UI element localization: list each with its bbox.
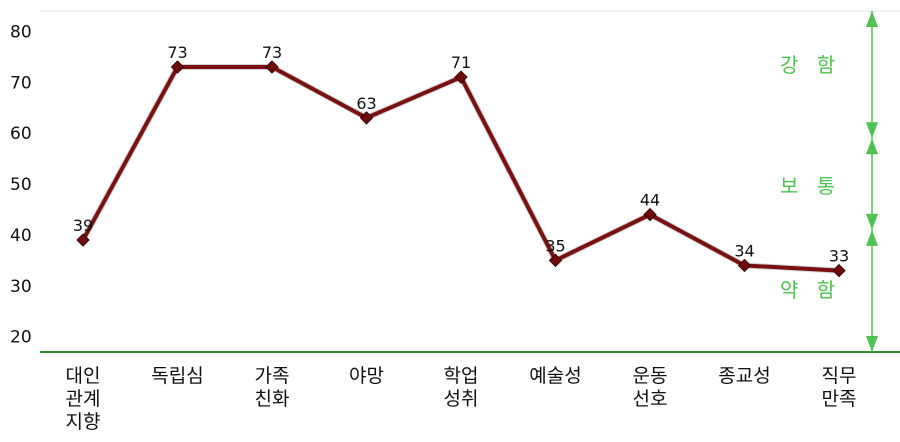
x-tick-label-line: 예술성 [529,365,581,387]
series-line-shadow [80,63,840,274]
x-tick-label-line: 친화 [255,388,290,410]
data-point-marker [359,111,374,125]
x-tick-label-line: 직무 [822,365,857,387]
data-point-marker [832,263,846,278]
data-label: 73 [167,43,187,62]
x-tick-label-line: 독립심 [151,365,203,387]
x-tick-label-line: 종교성 [718,365,770,387]
data-label: 34 [734,241,754,260]
y-tick-label: 30 [10,277,32,297]
x-tick-label: 대인 관계 지향 [66,365,101,433]
x-tick-label: 예술성 [529,365,581,387]
data-labels: 39 73 73 63 71 35 44 34 33 [73,43,849,266]
zone-arrow-head-up [866,138,878,155]
data-label: 44 [640,191,660,210]
data-label: 35 [545,236,565,255]
y-tick-label: 50 [10,175,32,195]
zone-label: 약 함 [780,278,841,302]
x-tick-label-line: 학업 [444,365,479,387]
zone-label: 강 함 [780,53,841,77]
x-tick-label: 운동 선호 [633,365,668,410]
data-label: 39 [73,216,93,235]
data-points [76,60,846,278]
x-tick-label: 독립심 [151,365,203,387]
data-label: 63 [356,94,376,113]
data-point-marker [454,70,468,84]
x-tick-label: 종교성 [718,365,770,387]
zone-arrow-head-down [866,213,878,230]
y-tick-label: 80 [10,22,32,42]
x-tick-label-line: 성취 [444,388,479,410]
x-tick-label-line: 관계 [66,388,101,410]
x-tick-label: 야망 [349,365,384,387]
series-line [80,63,840,274]
data-point-marker [170,60,185,74]
data-label: 71 [451,53,471,72]
x-tick-label-line: 지향 [66,411,101,433]
data-point-marker [265,60,279,74]
data-label: 33 [829,247,849,266]
zone-arrow-head-up [866,11,878,27]
x-tick-label-line: 선호 [633,388,668,410]
series-line-path [81,64,840,273]
y-tick-label: 60 [10,124,32,144]
zone-label: 보 통 [780,174,841,198]
y-tick-label: 20 [10,328,32,348]
zone-arrow-head-down [866,336,878,352]
x-tick-label: 학업 성취 [444,365,479,410]
x-tick-label-line: 만족 [822,388,857,410]
x-tick-label: 가족 친화 [255,365,290,410]
y-axis-ticks: 20 30 40 50 60 70 80 [10,22,32,347]
zone-arrow-head-up [866,229,878,246]
zone-arrow-head-down [866,122,878,139]
x-tick-label-line: 대인 [66,365,101,387]
zone-indicators: 강 함보 통약 함 [780,11,878,352]
x-tick-label-line: 가족 [255,365,290,387]
data-point-marker [643,207,657,222]
x-tick-label-line: 야망 [349,365,384,387]
data-label: 73 [262,43,282,62]
data-point-marker [737,258,752,273]
data-point-marker [548,253,563,268]
x-tick-label-line: 운동 [633,365,668,387]
data-point-marker [76,233,90,247]
x-tick-label: 직무 만족 [822,365,857,410]
y-tick-label: 70 [10,73,32,93]
x-axis-labels: 대인 관계 지향 독립심 가족 친화 야망 학업 성취 예술성 운동 선호 종교성 직무 만족 [66,365,857,433]
y-tick-label: 40 [10,226,32,246]
